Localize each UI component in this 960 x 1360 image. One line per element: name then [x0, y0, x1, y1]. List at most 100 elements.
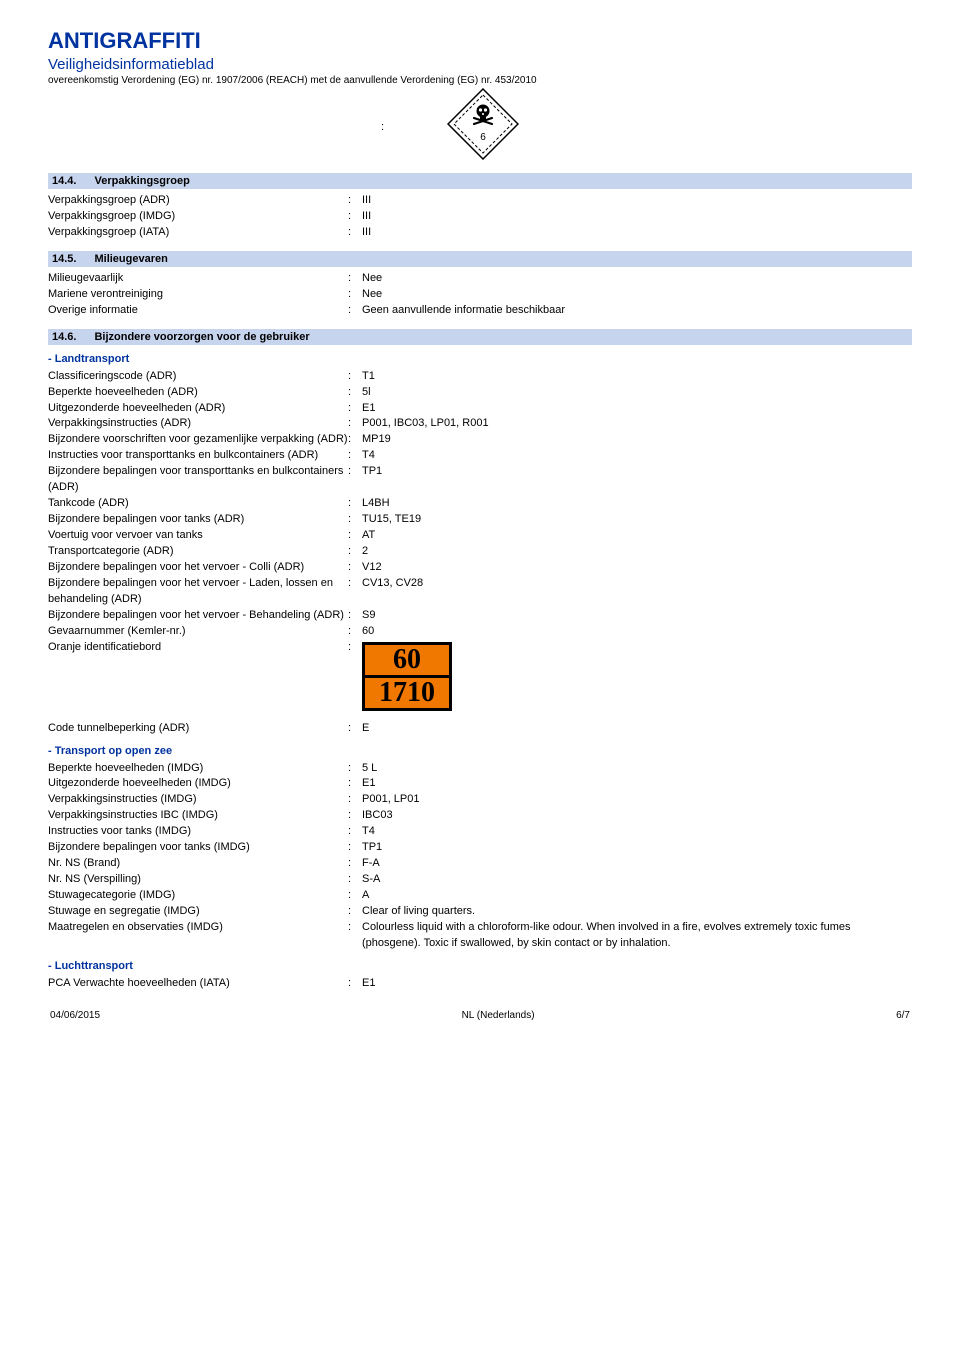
kv-row: Bijzondere bepalingen voor transporttank…: [48, 464, 912, 496]
kv-value: E1: [362, 401, 912, 417]
kv-key: Instructies voor transporttanks en bulkc…: [48, 448, 348, 464]
kv-key: Verpakkingsinstructies (IMDG): [48, 792, 348, 808]
section-num: 14.4.: [52, 175, 76, 187]
kv-key: Bijzondere bepalingen voor tanks (IMDG): [48, 840, 348, 856]
colon: :: [348, 792, 362, 808]
colon: :: [348, 401, 362, 417]
kv-row: PCA Verwachte hoeveelheden (IATA):E1: [48, 976, 912, 992]
kv-row: Verpakkingsgroep (ADR):III: [48, 193, 912, 209]
kv-key: Verpakkingsgroep (ADR): [48, 193, 348, 209]
kv-value: P001, IBC03, LP01, R001: [362, 416, 912, 432]
kv-key: Instructies voor tanks (IMDG): [48, 824, 348, 840]
colon: :: [348, 225, 362, 241]
colon: :: [348, 808, 362, 824]
kv-value: 2: [362, 544, 912, 560]
kv-key: Uitgezonderde hoeveelheden (IMDG): [48, 776, 348, 792]
kv-key: Maatregelen en observaties (IMDG): [48, 920, 348, 952]
kv-value: Colourless liquid with a chloroform-like…: [362, 920, 912, 952]
kv-row: Milieugevaarlijk:Nee: [48, 271, 912, 287]
footer-page: 6/7: [896, 1010, 910, 1021]
kv-value: CV13, CV28: [362, 576, 912, 608]
colon: :: [348, 209, 362, 225]
section-14-4-bar: 14.4.Verpakkingsgroep: [48, 173, 912, 189]
kv-value: MP19: [362, 432, 912, 448]
colon: :: [348, 416, 362, 432]
kv-row: Overige informatie:Geen aanvullende info…: [48, 303, 912, 319]
kv-value: TP1: [362, 464, 912, 496]
adr-board-cell: 60 1710: [362, 640, 912, 711]
kv-key: Gevaarnummer (Kemler-nr.): [48, 624, 348, 640]
kv-row: Stuwagecategorie (IMDG):A: [48, 888, 912, 904]
kv-row: Verpakkingsinstructies (ADR):P001, IBC03…: [48, 416, 912, 432]
kv-row: Bijzondere bepalingen voor tanks (ADR):T…: [48, 512, 912, 528]
colon: :: [348, 464, 362, 496]
kv-value: E1: [362, 976, 912, 992]
section-14-4-rows: Verpakkingsgroep (ADR):IIIVerpakkingsgro…: [48, 193, 912, 241]
colon: :: [348, 528, 362, 544]
kv-row: Classificeringscode (ADR):T1: [48, 369, 912, 385]
tunnel-row: Code tunnelbeperking (ADR) : E: [48, 721, 912, 737]
kv-value: 60: [362, 624, 912, 640]
kv-key: Nr. NS (Verspilling): [48, 872, 348, 888]
section-label: Bijzondere voorzorgen voor de gebruiker: [94, 331, 309, 343]
colon: :: [348, 271, 362, 287]
section-14-5-bar: 14.5.Milieugevaren: [48, 251, 912, 267]
doc-title: ANTIGRAFFITI: [48, 28, 912, 54]
kv-key: Bijzondere bepalingen voor tanks (ADR): [48, 512, 348, 528]
colon: :: [348, 640, 362, 711]
kv-value: TP1: [362, 840, 912, 856]
kv-value: 5 L: [362, 761, 912, 777]
colon: :: [348, 721, 362, 737]
kv-key: Classificeringscode (ADR): [48, 369, 348, 385]
kv-value: E1: [362, 776, 912, 792]
sea-heading: - Transport op open zee: [48, 745, 912, 757]
land-heading: - Landtransport: [48, 353, 912, 365]
kv-value: T4: [362, 824, 912, 840]
kv-row: Verpakkingsinstructies IBC (IMDG):IBC03: [48, 808, 912, 824]
kv-value: T4: [362, 448, 912, 464]
kv-value: V12: [362, 560, 912, 576]
kv-key: Verpakkingsinstructies IBC (IMDG): [48, 808, 348, 824]
hazard-icon-wrap: : 6: [48, 92, 912, 163]
colon: :: [348, 369, 362, 385]
kv-key: Nr. NS (Brand): [48, 856, 348, 872]
kv-key: Verpakkingsgroep (IMDG): [48, 209, 348, 225]
section-14-6-bar: 14.6. Bijzondere voorzorgen voor de gebru…: [48, 329, 912, 345]
colon: :: [348, 624, 362, 640]
kv-value: L4BH: [362, 496, 912, 512]
kv-value: Clear of living quarters.: [362, 904, 912, 920]
tunnel-v: E: [362, 721, 912, 737]
footer-date: 04/06/2015: [50, 1010, 100, 1021]
kv-value: Nee: [362, 271, 912, 287]
kv-row: Stuwage en segregatie (IMDG):Clear of li…: [48, 904, 912, 920]
section-label: Milieugevaren: [94, 253, 167, 265]
kv-value: F-A: [362, 856, 912, 872]
kv-value: III: [362, 193, 912, 209]
adr-orange-board: 60 1710: [362, 642, 452, 711]
kv-row: Verpakkingsinstructies (IMDG):P001, LP01: [48, 792, 912, 808]
kv-row: Mariene verontreiniging:Nee: [48, 287, 912, 303]
adr-top: 60: [365, 645, 449, 678]
kv-value: A: [362, 888, 912, 904]
kv-row: Tankcode (ADR):L4BH: [48, 496, 912, 512]
kv-key: Voertuig voor vervoer van tanks: [48, 528, 348, 544]
section-num: 14.6.: [52, 331, 76, 343]
kv-key: Bijzondere bepalingen voor het vervoer -…: [48, 576, 348, 608]
kv-key: Verpakkingsinstructies (ADR): [48, 416, 348, 432]
colon: :: [348, 432, 362, 448]
kv-row: Voertuig voor vervoer van tanks:AT: [48, 528, 912, 544]
kv-key: Bijzondere bepalingen voor het vervoer -…: [48, 608, 348, 624]
kv-row: Uitgezonderde hoeveelheden (IMDG):E1: [48, 776, 912, 792]
kv-value: P001, LP01: [362, 792, 912, 808]
colon: :: [348, 920, 362, 952]
page-footer: 04/06/2015 NL (Nederlands) 6/7: [48, 1010, 912, 1021]
svg-text:6: 6: [480, 132, 486, 143]
colon: :: [348, 888, 362, 904]
colon: :: [348, 608, 362, 624]
kv-row: Uitgezonderde hoeveelheden (ADR):E1: [48, 401, 912, 417]
kv-row: Nr. NS (Verspilling):S-A: [48, 872, 912, 888]
kv-row: Beperkte hoeveelheden (IMDG):5 L: [48, 761, 912, 777]
colon: :: [348, 448, 362, 464]
kv-row: Bijzondere bepalingen voor het vervoer -…: [48, 560, 912, 576]
kv-value: S-A: [362, 872, 912, 888]
